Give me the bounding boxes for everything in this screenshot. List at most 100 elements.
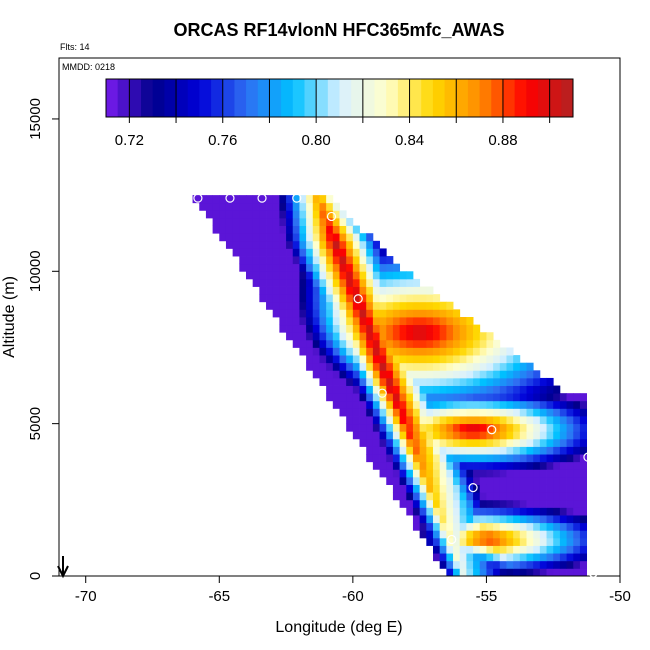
heatmap-cell xyxy=(446,522,454,531)
heatmap-cell xyxy=(306,286,314,295)
colorbar-segment xyxy=(246,79,259,117)
heatmap-cell xyxy=(346,240,354,249)
heatmap-cell xyxy=(426,438,434,447)
heatmap-cell xyxy=(366,362,374,371)
heatmap-cell xyxy=(579,476,588,485)
heatmap-cell xyxy=(419,294,427,303)
heatmap-cell xyxy=(426,324,434,333)
heatmap-cell xyxy=(286,271,294,280)
heatmap-cell xyxy=(239,233,247,242)
heatmap-cell xyxy=(312,339,320,348)
heatmap-cell xyxy=(339,248,347,257)
heatmap-cell xyxy=(319,240,327,249)
heatmap-cell xyxy=(299,301,307,310)
heatmap-cell xyxy=(359,400,367,409)
heatmap-cell xyxy=(579,530,588,539)
heatmap-cell xyxy=(366,248,374,257)
heatmap-cell xyxy=(553,438,561,447)
heatmap-cell xyxy=(412,377,421,386)
heatmap-cell xyxy=(453,339,461,348)
heatmap-cell xyxy=(379,301,387,310)
heatmap-cell xyxy=(473,385,481,394)
heatmap-cell xyxy=(399,469,407,478)
heatmap-cell xyxy=(299,332,307,341)
heatmap-cell xyxy=(286,202,294,211)
heatmap-cell xyxy=(439,476,447,485)
heatmap-cell xyxy=(379,408,387,417)
heatmap-cell xyxy=(239,240,247,249)
heatmap-cell xyxy=(513,370,521,379)
heatmap-cell xyxy=(566,530,574,539)
heatmap-cell xyxy=(433,537,441,546)
heatmap-cell xyxy=(225,240,234,249)
y-tick-label: 5000 xyxy=(27,407,44,440)
heatmap-cell xyxy=(559,522,567,531)
heatmap-cell xyxy=(479,362,487,371)
heatmap-cell xyxy=(286,324,294,333)
heatmap-cell xyxy=(566,431,574,440)
heatmap-cell xyxy=(486,545,494,554)
heatmap-cell xyxy=(453,377,461,386)
heatmap-cell xyxy=(426,377,434,386)
heatmap-cell xyxy=(573,408,581,417)
heatmap-cell xyxy=(232,248,240,257)
heatmap-cell xyxy=(299,195,307,204)
heatmap-cell xyxy=(439,317,447,326)
heatmap-cell xyxy=(399,408,407,417)
heatmap-cell xyxy=(279,202,287,211)
heatmap-cell xyxy=(312,286,320,295)
heatmap-cell xyxy=(539,507,547,516)
heatmap-cell xyxy=(513,385,521,394)
heatmap-cell xyxy=(326,347,334,356)
heatmap-cell xyxy=(392,416,401,425)
heatmap-cell xyxy=(379,469,387,478)
heatmap-cell xyxy=(506,545,514,554)
heatmap-cell xyxy=(266,217,274,226)
heatmap-cell xyxy=(446,499,454,508)
heatmap-cell xyxy=(506,484,514,493)
heatmap-cell xyxy=(359,431,367,440)
heatmap-cell xyxy=(526,377,534,386)
heatmap-cell xyxy=(546,469,554,478)
heatmap-cell xyxy=(339,256,347,265)
heatmap-cell xyxy=(286,332,294,341)
heatmap-cell xyxy=(412,339,421,348)
heatmap-cell xyxy=(506,461,514,470)
heatmap-cell xyxy=(526,400,534,409)
heatmap-cell xyxy=(259,256,267,265)
heatmap-cell xyxy=(339,286,347,295)
heatmap-cell xyxy=(366,332,374,341)
heatmap-cell xyxy=(352,423,360,432)
heatmap-cell xyxy=(239,248,247,257)
heatmap-cell xyxy=(212,225,220,234)
heatmap-cell xyxy=(279,309,287,318)
colorbar-tick-label: 0.80 xyxy=(302,132,331,149)
colorbar-tick-label: 0.72 xyxy=(115,132,144,149)
heatmap-cell xyxy=(366,263,374,272)
sample-point xyxy=(468,483,478,493)
sample-point xyxy=(447,534,457,545)
heatmap-cell xyxy=(539,568,547,577)
heatmap-cell xyxy=(433,423,441,432)
heatmap-cell xyxy=(506,438,514,447)
heatmap-cell xyxy=(459,317,467,326)
heatmap-cell xyxy=(573,553,581,562)
heatmap-cell xyxy=(493,408,501,417)
heatmap-cell xyxy=(433,454,441,463)
heatmap-cell xyxy=(379,423,387,432)
heatmap-cell xyxy=(366,278,374,287)
heatmap-cell xyxy=(279,240,287,249)
heatmap-cell xyxy=(286,217,294,226)
heatmap-cell xyxy=(446,324,454,333)
heatmap-cell xyxy=(499,393,507,402)
heatmap-cell xyxy=(506,370,514,379)
heatmap-cell xyxy=(499,553,507,562)
heatmap-cell xyxy=(533,484,541,493)
sample-point xyxy=(588,559,598,569)
heatmap-cell xyxy=(546,530,554,539)
heatmap-cell xyxy=(453,553,461,562)
heatmap-cell xyxy=(266,271,274,280)
heatmap-cell xyxy=(466,370,474,379)
heatmap-cell xyxy=(433,332,441,341)
heatmap-cell xyxy=(292,256,300,265)
